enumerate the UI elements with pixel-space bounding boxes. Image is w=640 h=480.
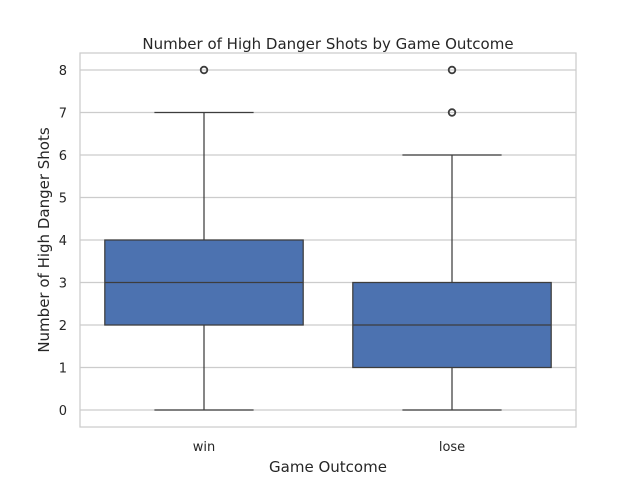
outlier-point-lose-8 (447, 65, 457, 75)
y-tick-label-2: 2 (59, 319, 67, 334)
y-tick-labels: 0 1 2 3 4 5 6 7 8 (59, 64, 67, 419)
outlier-point-win-8 (199, 65, 209, 75)
y-tick-label-6: 6 (59, 149, 67, 164)
y-axis-label: Number of High Danger Shots (35, 127, 53, 353)
box-win (104, 65, 304, 411)
x-tick-label-win: win (193, 440, 215, 455)
y-tick-label-1: 1 (59, 362, 67, 377)
y-tick-label-3: 3 (59, 277, 67, 292)
outlier-point-lose-7 (447, 108, 457, 117)
box-lose (352, 65, 552, 411)
x-tick-label-lose: lose (439, 440, 465, 455)
y-tick-label-4: 4 (59, 234, 67, 249)
x-axis-label: Game Outcome (269, 458, 387, 476)
x-tick-labels: win lose (193, 440, 465, 455)
chart-title: Number of High Danger Shots by Game Outc… (142, 35, 513, 53)
box-plots (104, 65, 552, 411)
y-tick-label-5: 5 (59, 192, 67, 207)
y-tick-label-7: 7 (59, 107, 67, 122)
plot-area-frame (79, 52, 577, 428)
y-tick-label-0: 0 (59, 404, 67, 419)
y-tick-label-8: 8 (59, 64, 67, 79)
